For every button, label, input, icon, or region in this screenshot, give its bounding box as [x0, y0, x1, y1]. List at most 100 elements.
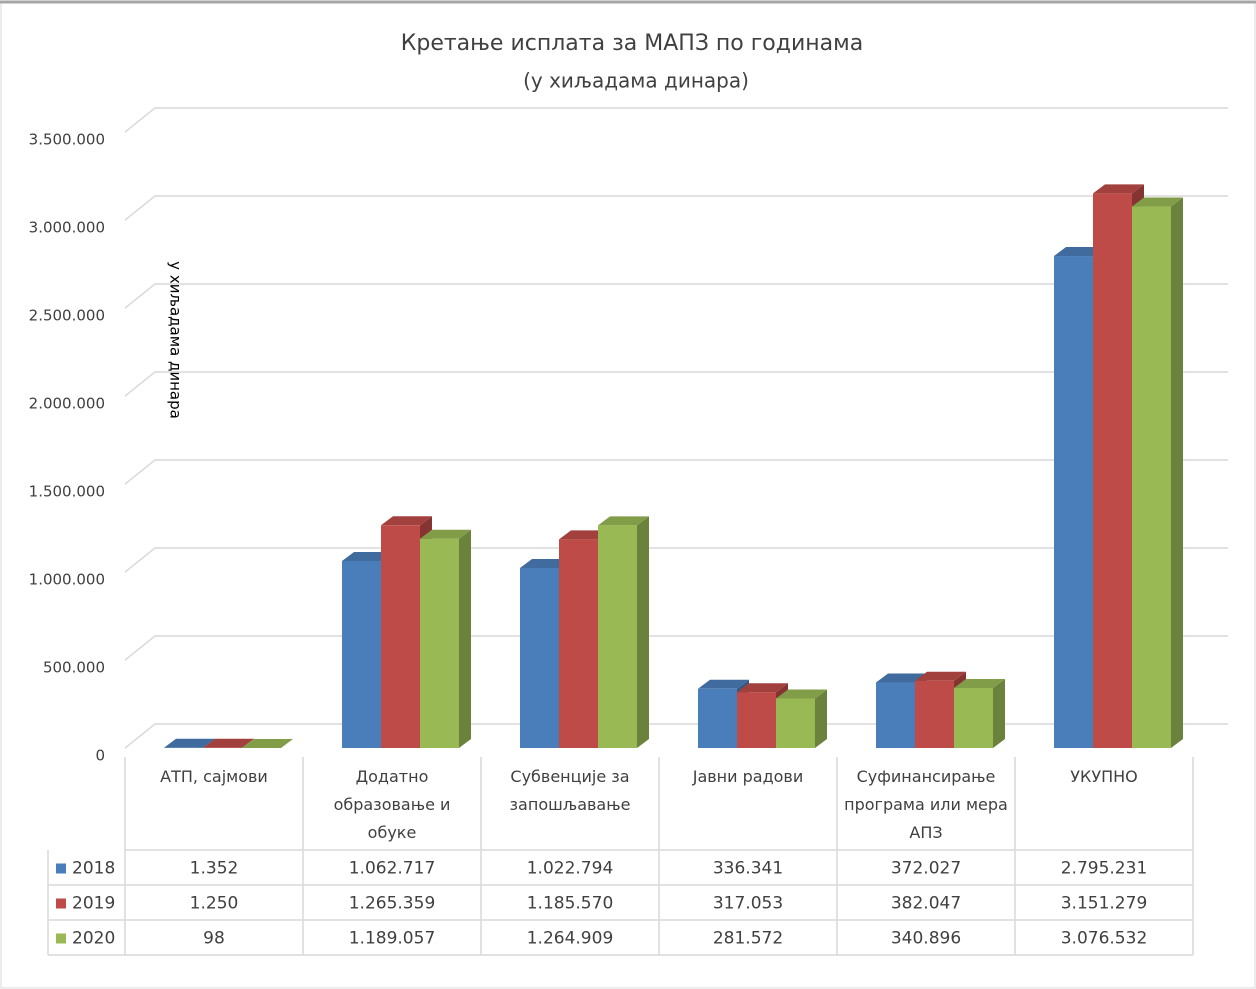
legend-swatch [56, 863, 66, 874]
value-label: 3.076.532 [1061, 929, 1148, 949]
grid-line [124, 283, 1228, 309]
legend-label: 2019 [72, 894, 115, 914]
bar-front [737, 692, 776, 748]
bar-front [876, 682, 915, 748]
grid-line [124, 195, 1228, 221]
bar-top [1093, 184, 1144, 194]
bar-front [1093, 193, 1132, 749]
bar-top [1054, 247, 1105, 257]
bar-top [737, 683, 788, 693]
bar-front [420, 538, 459, 748]
value-label: 1.352 [190, 859, 239, 879]
bar-top [915, 671, 966, 681]
bar-top [342, 551, 393, 561]
legend-label: 2020 [72, 929, 115, 949]
bar [776, 689, 827, 748]
value-label: 1.189.057 [349, 929, 436, 949]
grid-line [124, 371, 1228, 397]
x-tick-label: УКУПНО [1070, 767, 1138, 786]
bar-side [242, 738, 254, 748]
grid-line [124, 459, 1228, 485]
grid-line [124, 547, 1228, 573]
legend-swatch [56, 933, 66, 944]
bar-side [993, 679, 1005, 748]
y-tick-label: 1.500.000 [29, 483, 105, 501]
bar-front [520, 567, 559, 748]
value-label: 281.572 [713, 929, 783, 949]
category-cell: Јавни радови [692, 767, 804, 786]
y-tick-label: 2.000.000 [29, 395, 105, 413]
bar-front [915, 680, 954, 748]
x-tick-label: Суфинансирање програма или мера АПЗ [844, 767, 1008, 842]
bar-top [520, 558, 571, 568]
value-label: 1.250 [190, 894, 239, 914]
x-tick-label: АТП, сајмови [160, 767, 268, 786]
value-label: 372.027 [891, 859, 961, 879]
bar [242, 738, 293, 748]
bar-top [776, 689, 827, 699]
bar-side [815, 689, 827, 748]
grid-line [124, 723, 1228, 749]
value-label: 1.265.359 [349, 894, 436, 914]
bar [954, 679, 1005, 748]
value-label: 317.053 [713, 894, 783, 914]
y-tick-label: 500.000 [43, 659, 105, 677]
bar-top [559, 530, 610, 540]
bar-top [954, 679, 1005, 689]
value-label: 98 [203, 929, 225, 949]
y-axis-label: у хиљадама динара [167, 261, 185, 419]
bar-top [1132, 197, 1183, 207]
bar-top [876, 673, 927, 683]
bar-side [459, 529, 471, 748]
x-tick-label: Додатно образовање и обуке [333, 767, 451, 842]
chart-title: Кретање исплата за МАПЗ по годинама [401, 31, 863, 56]
category-cell: Додатно образовање и обуке [333, 767, 451, 842]
bar-front [381, 525, 420, 748]
bar [420, 529, 471, 748]
category-cell: АТП, сајмови [160, 767, 268, 786]
bar-top [381, 516, 432, 526]
bar-side [637, 516, 649, 748]
bar-front [598, 525, 637, 748]
legend-swatch [56, 898, 66, 909]
bar-top [242, 738, 293, 748]
chart-subtitle: (у хиљадама динара) [523, 69, 749, 93]
bar-top [698, 679, 749, 689]
value-label: 1.185.570 [527, 894, 614, 914]
x-tick-label: Субвенције за запошљавање [509, 767, 631, 814]
bar-front [1132, 206, 1171, 748]
value-label: 1.264.909 [527, 929, 614, 949]
category-cell: Суфинансирање програма или мера АПЗ [844, 767, 1008, 842]
category-cell: УКУПНО [1070, 767, 1138, 786]
bar [203, 738, 254, 748]
value-label: 382.047 [891, 894, 961, 914]
bar-front [559, 539, 598, 748]
bar-top [203, 738, 254, 748]
bar-front [342, 560, 381, 748]
bar-front [776, 698, 815, 748]
bar-side [1171, 197, 1183, 748]
value-label: 2.795.231 [1061, 859, 1148, 879]
y-tick-label: 2.500.000 [29, 307, 105, 325]
bar-front [1054, 256, 1093, 748]
value-label: 336.341 [713, 859, 783, 879]
bar-top [420, 529, 471, 539]
category-cell: Субвенције за запошљавање [509, 767, 631, 814]
y-tick-label: 0 [95, 747, 105, 765]
grid-line [124, 107, 1228, 133]
y-tick-label: 3.000.000 [29, 219, 105, 237]
y-tick-label: 1.000.000 [29, 571, 105, 589]
grid-line [124, 635, 1228, 661]
bar-top [598, 516, 649, 526]
bar [598, 516, 649, 748]
bar-front [698, 688, 737, 748]
bar-side [281, 738, 293, 748]
value-label: 1.062.717 [349, 859, 436, 879]
y-tick-label: 3.500.000 [29, 131, 105, 149]
x-tick-label: Јавни радови [692, 767, 804, 786]
legend-label: 2018 [72, 859, 115, 879]
value-label: 1.022.794 [527, 859, 614, 879]
bar [1132, 197, 1183, 748]
